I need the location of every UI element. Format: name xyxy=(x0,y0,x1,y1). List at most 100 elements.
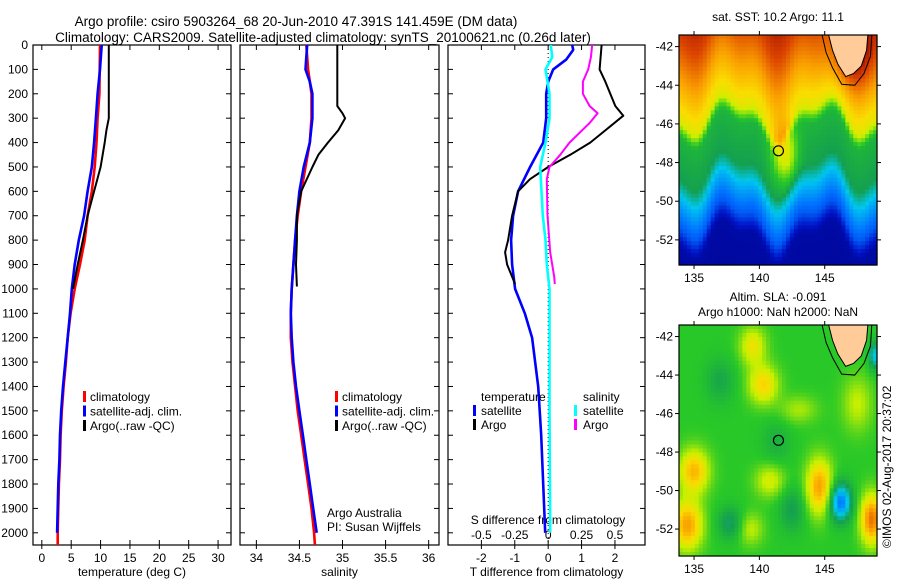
map-cell xyxy=(742,413,747,418)
map-cell xyxy=(810,134,815,139)
map-cell xyxy=(734,452,739,457)
map-cell xyxy=(810,158,815,163)
map-cell xyxy=(742,154,747,159)
map-cell xyxy=(762,71,767,76)
map-cell xyxy=(794,225,799,230)
map-cell xyxy=(826,241,831,246)
map-cell xyxy=(841,170,846,175)
map-cell xyxy=(723,194,728,199)
map-cell xyxy=(869,425,874,430)
map-cell xyxy=(683,249,688,254)
map-cell xyxy=(691,225,696,230)
map-cell xyxy=(861,229,866,234)
map-cell xyxy=(742,110,747,115)
map-cell xyxy=(774,83,779,88)
map-cell xyxy=(703,130,708,135)
map-cell xyxy=(762,241,767,246)
map-cell xyxy=(715,417,720,422)
map-cell xyxy=(822,67,827,72)
map-cell xyxy=(810,409,815,414)
map-cell xyxy=(782,433,787,438)
map-cell xyxy=(695,63,700,68)
map-cell xyxy=(786,146,791,151)
map-cell xyxy=(723,365,728,370)
map-cell xyxy=(715,209,720,214)
map-cell xyxy=(679,456,684,461)
map-cell xyxy=(774,429,779,434)
map-cell xyxy=(766,333,771,338)
map-cell xyxy=(806,389,811,394)
legend-swatch xyxy=(335,406,338,417)
map-cell xyxy=(738,126,743,131)
map-cell xyxy=(826,154,831,159)
map-cell xyxy=(814,98,819,103)
map-cell xyxy=(829,106,834,111)
map-cell xyxy=(794,138,799,143)
map-cell xyxy=(754,106,759,111)
map-cell xyxy=(794,333,799,338)
map-cell xyxy=(711,381,716,386)
map-cell xyxy=(814,170,819,175)
map-cell xyxy=(707,233,712,238)
map-cell xyxy=(738,202,743,207)
map-cell xyxy=(826,417,831,422)
map-cell xyxy=(754,158,759,163)
map-cell xyxy=(766,87,771,92)
map-cell xyxy=(691,114,696,119)
map-cell xyxy=(802,217,807,222)
map-cell xyxy=(810,98,815,103)
map-cell xyxy=(774,134,779,139)
map-cell xyxy=(742,460,747,465)
map-cell xyxy=(810,393,815,398)
map-cell xyxy=(734,213,739,218)
map-cell xyxy=(687,405,692,410)
map-cell xyxy=(814,71,819,76)
map-cell xyxy=(782,63,787,68)
map-cell xyxy=(802,401,807,406)
map-cell xyxy=(758,130,763,135)
map-cell xyxy=(707,194,712,199)
map-cell xyxy=(679,146,684,151)
map-cell xyxy=(727,233,732,238)
map-cell xyxy=(679,417,684,422)
map-cell xyxy=(778,385,783,390)
map-cell xyxy=(818,98,823,103)
map-cell xyxy=(687,425,692,430)
map-cell xyxy=(742,429,747,434)
map-cell xyxy=(738,349,743,354)
map-cell xyxy=(719,94,724,99)
map-cell xyxy=(829,397,834,402)
map-cell xyxy=(727,452,732,457)
map-cell xyxy=(849,433,854,438)
map-cell xyxy=(790,233,795,238)
map-cell xyxy=(786,174,791,179)
map-cell xyxy=(687,138,692,143)
map-cell xyxy=(723,202,728,207)
map-cell xyxy=(778,417,783,422)
map-cell xyxy=(679,114,684,119)
map-cell xyxy=(794,337,799,342)
map-cell xyxy=(719,98,724,103)
map-cell xyxy=(810,221,815,226)
map-cell xyxy=(742,114,747,119)
map-cell xyxy=(782,257,787,262)
map-cell xyxy=(738,43,743,48)
map-cell xyxy=(758,114,763,119)
map-cell xyxy=(715,456,720,461)
map-cell xyxy=(758,464,763,469)
map-cell xyxy=(730,59,735,64)
map-cell xyxy=(703,333,708,338)
map-cell xyxy=(818,253,823,258)
map-cell xyxy=(782,329,787,334)
map-cell xyxy=(723,106,728,111)
map-cell xyxy=(822,213,827,218)
map-cell xyxy=(829,245,834,250)
map-cell xyxy=(822,83,827,88)
map-cell xyxy=(750,233,755,238)
map-cell xyxy=(782,409,787,414)
map-cell xyxy=(798,257,803,262)
map-cell xyxy=(790,94,795,99)
map-cell xyxy=(730,409,735,414)
map-cell xyxy=(849,225,854,230)
map-cell xyxy=(742,47,747,52)
